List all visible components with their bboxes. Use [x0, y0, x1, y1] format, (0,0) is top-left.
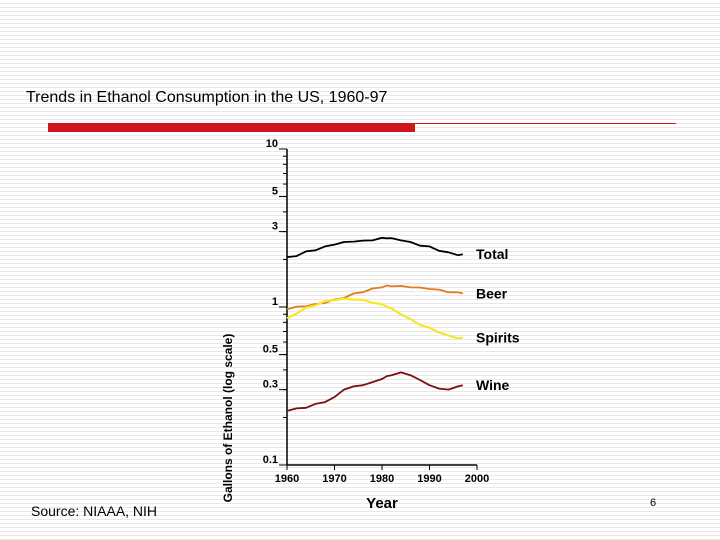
- y-tick-label: 0.3: [263, 379, 278, 391]
- series-line-wine: [286, 371, 464, 412]
- y-tick-label: 0.1: [263, 454, 278, 466]
- page-number: 6: [650, 497, 657, 509]
- x-tick-label: 1970: [322, 473, 346, 485]
- series-line-total: [286, 236, 463, 258]
- x-tick-label: 1980: [370, 473, 394, 485]
- y-tick-label: 3: [272, 221, 278, 233]
- series-label-total: Total: [476, 246, 508, 262]
- series-label-wine: Wine: [476, 377, 510, 393]
- y-tick-label: 0.5: [263, 344, 278, 356]
- x-tick-label: 2000: [465, 473, 489, 485]
- source-note: Source: NIAAA, NIH: [31, 503, 158, 519]
- series-label-beer: Beer: [476, 285, 508, 301]
- x-tick-label: 1960: [275, 473, 299, 485]
- x-axis-label: Year: [366, 495, 398, 512]
- series-label-spirits: Spirits: [476, 330, 520, 346]
- y-tick-label: 10: [266, 138, 278, 150]
- slide-title: Trends in Ethanol Consumption in the US,…: [26, 89, 388, 106]
- y-tick-label: 1: [272, 296, 278, 308]
- series-line-spirits: [286, 297, 464, 340]
- title-rule: [415, 123, 676, 124]
- x-tick-label: 1990: [417, 473, 441, 485]
- title-accent-bar: [48, 123, 415, 132]
- y-tick-label: 5: [272, 186, 278, 198]
- y-axis-label: Gallons of Ethanol (log scale): [221, 334, 235, 503]
